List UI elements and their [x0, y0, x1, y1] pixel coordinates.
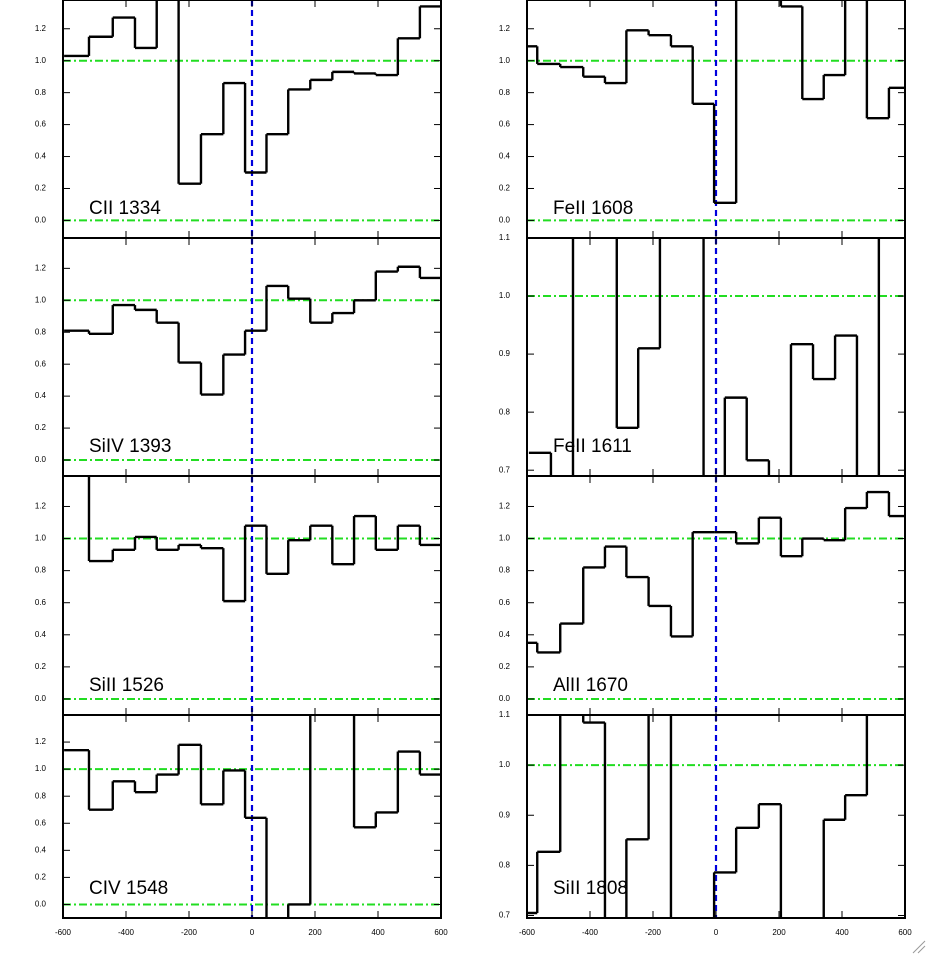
y-tick-label: 0.2 [35, 184, 47, 193]
panel [63, 715, 441, 918]
y-tick-label: 1.0 [35, 764, 47, 773]
panel-label: CIV 1548 [89, 878, 168, 899]
x-tick-label: -600 [55, 928, 72, 937]
x-tick-label: -400 [582, 928, 599, 937]
y-tick-label: 1.2 [35, 502, 47, 511]
y-tick-label: 0.0 [35, 216, 47, 225]
x-tick-label: 400 [371, 928, 385, 937]
y-tick-label: 0.2 [35, 423, 47, 432]
x-tick-label: 0 [714, 928, 719, 937]
y-tick-label: 0.0 [35, 900, 47, 909]
panel-frame [62, 714, 442, 919]
y-tick-label: 0.6 [35, 120, 47, 129]
panel-label: AlII 1670 [553, 675, 628, 696]
y-tick-label: 1.0 [35, 534, 47, 543]
y-tick-label: 0.0 [35, 455, 47, 464]
panel [527, 238, 905, 476]
y-tick-label: 0.4 [35, 152, 47, 161]
y-tick-label: 0.4 [35, 845, 47, 854]
panel [527, 715, 905, 918]
x-tick-label: -200 [645, 928, 662, 937]
x-tick-label: -400 [118, 928, 135, 937]
y-tick-label: 0.9 [499, 349, 511, 358]
y-tick-label: 0.4 [499, 152, 511, 161]
panel [63, 0, 441, 238]
x-tick-label: 600 [434, 928, 448, 937]
y-tick-label: 0.0 [499, 694, 511, 703]
y-tick-label: 1.0 [499, 56, 511, 65]
y-tick-label: 0.8 [35, 791, 47, 800]
y-tick-label: 1.2 [35, 24, 47, 33]
panel-label: FeII 1611 [553, 436, 632, 457]
x-tick-label: -200 [181, 928, 198, 937]
y-tick-label: 1.2 [499, 502, 511, 511]
panel-label: SiII 1526 [89, 675, 164, 696]
y-tick-label: 0.2 [35, 873, 47, 882]
y-tick-label: 1.0 [499, 291, 511, 300]
y-tick-label: 1.2 [35, 737, 47, 746]
panel-label: FeII 1608 [553, 198, 633, 219]
y-tick-label: 0.4 [35, 391, 47, 400]
x-tick-label: 0 [250, 928, 255, 937]
panel [63, 476, 441, 715]
panel-frame [526, 714, 906, 919]
y-tick-label: 1.0 [499, 534, 511, 543]
x-tick-label: 200 [772, 928, 786, 937]
y-tick-label: 0.2 [499, 662, 511, 671]
y-tick-label: 0.8 [499, 88, 511, 97]
y-tick-label: 0.8 [499, 860, 511, 869]
y-tick-label: 0.9 [499, 810, 511, 819]
y-tick-label: 1.2 [499, 24, 511, 33]
y-tick-label: 1.1 [499, 233, 511, 242]
x-tick-label: 600 [898, 928, 912, 937]
y-tick-label: 1.0 [35, 295, 47, 304]
y-tick-label: 0.7 [499, 911, 511, 920]
y-tick-label: 1.1 [499, 710, 511, 719]
y-tick-label: 1.2 [35, 263, 47, 272]
y-tick-label: 0.2 [35, 662, 47, 671]
y-tick-label: 0.8 [35, 88, 47, 97]
y-tick-label: 1.0 [499, 760, 511, 769]
panel-label: SiII 1808 [553, 878, 628, 899]
y-tick-label: 0.0 [499, 216, 511, 225]
x-tick-label: 200 [308, 928, 322, 937]
y-tick-label: 0.6 [35, 359, 47, 368]
y-tick-label: 0.2 [499, 184, 511, 193]
resize-grip [912, 940, 926, 954]
y-tick-label: 0.6 [499, 120, 511, 129]
panel-label: CII 1334 [89, 198, 161, 219]
x-tick-label: -600 [519, 928, 536, 937]
panel [527, 0, 905, 238]
y-tick-label: 1.0 [35, 56, 47, 65]
y-tick-label: 0.0 [35, 694, 47, 703]
panel-label: SiIV 1393 [89, 436, 171, 457]
y-tick-label: 0.8 [35, 327, 47, 336]
y-tick-label: 0.6 [35, 598, 47, 607]
y-tick-label: 0.8 [499, 407, 511, 416]
y-tick-label: 0.8 [499, 566, 511, 575]
y-tick-label: 0.6 [35, 818, 47, 827]
y-tick-label: 0.4 [499, 630, 511, 639]
x-tick-label: 400 [835, 928, 849, 937]
y-tick-label: 0.8 [35, 566, 47, 575]
panel [527, 476, 905, 715]
y-tick-label: 0.7 [499, 465, 511, 474]
y-tick-label: 0.6 [499, 598, 511, 607]
y-tick-label: 0.4 [35, 630, 47, 639]
panel [63, 238, 441, 476]
